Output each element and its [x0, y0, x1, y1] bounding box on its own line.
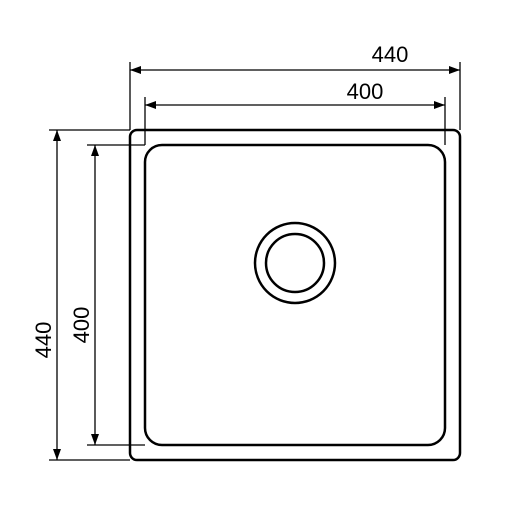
- arrowhead: [53, 449, 61, 460]
- dim-label-top-outer: 440: [372, 42, 409, 67]
- arrowhead: [91, 145, 99, 156]
- arrowhead: [130, 66, 141, 74]
- arrowhead: [434, 101, 445, 109]
- drain-circle-inner: [266, 234, 324, 292]
- dim-label-left-inner: 400: [69, 307, 94, 344]
- arrowhead: [145, 101, 156, 109]
- dim-label-top-inner: 400: [347, 79, 384, 104]
- arrowhead: [91, 434, 99, 445]
- arrowhead: [53, 130, 61, 141]
- technical-drawing: 440 400 440 400: [0, 0, 530, 530]
- dim-label-left-outer: 440: [31, 322, 56, 359]
- inner-rect: [145, 145, 445, 445]
- arrowhead: [449, 66, 460, 74]
- outer-rect: [130, 130, 460, 460]
